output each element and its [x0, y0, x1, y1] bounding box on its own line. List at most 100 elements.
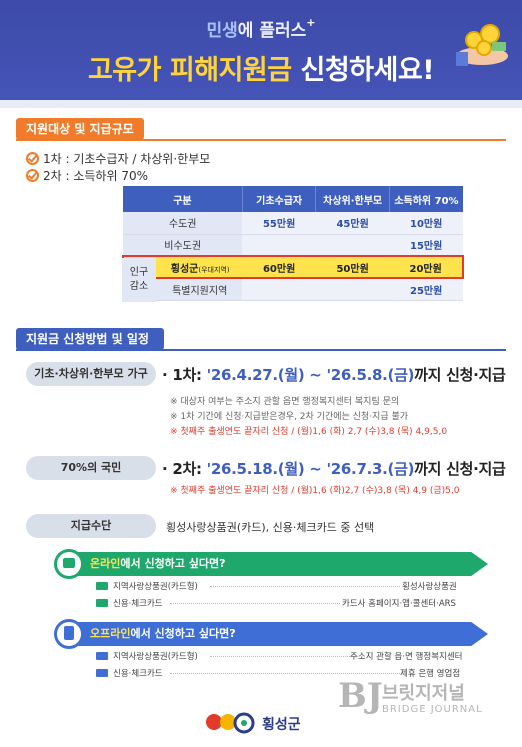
- watermark-korean: 브릿지저널: [382, 683, 465, 704]
- dotted-divider: [210, 586, 400, 587]
- hoengseong-logo: 횡성군: [204, 710, 314, 736]
- footer-logo-text: 횡성군: [262, 717, 301, 733]
- monitor-icon: [54, 549, 84, 579]
- table-cell: [315, 234, 390, 257]
- note-3: ※ 첫째주 출생연도 끝자리 신청 / (월)1,6 (화) 2,7 (수)3,…: [170, 427, 448, 437]
- offline-banner-highlight: 오프라인: [90, 627, 131, 640]
- check-circle-icon: [26, 169, 39, 182]
- offline-row-1-left-text: 지역사랑상품권(카드형): [113, 652, 198, 662]
- header-title: 고유가 피해지원금 신청하세요!: [0, 48, 522, 87]
- table-cell: 55만원: [242, 212, 316, 235]
- table-cell: [315, 278, 390, 301]
- header-subtitle: 민생에 플러스+: [0, 16, 522, 41]
- card-icon: [96, 652, 108, 660]
- bridge-journal-watermark: BJ 브릿지저널 BRIDGE JOURNAL: [338, 676, 508, 726]
- payment-method-pill: 지급수단: [26, 514, 156, 538]
- second-round-pill: 70%의 국민: [26, 456, 156, 480]
- offline-row-2-left-text: 신용·체크카드: [113, 669, 163, 679]
- table-cell: [242, 278, 316, 301]
- building-icon: [54, 619, 84, 649]
- dotted-divider: [210, 656, 350, 657]
- first-round-suffix: 까지 신청·지급: [414, 366, 506, 384]
- table-header: 기초수급자: [242, 186, 317, 212]
- offline-banner: 오프라인에서 신청하고 싶다면?: [70, 622, 488, 646]
- population-decline-label: 인구 감소: [122, 258, 156, 302]
- offline-row-2-right: 제휴 은행 영업점: [400, 669, 461, 679]
- support-amount-table: 구분 기초수급자 차상위·한부모 소득하위 70% 수도권 55만원 45만원 …: [121, 186, 464, 301]
- header-sub-rest: 에 플러스: [237, 21, 307, 41]
- dotted-divider: [170, 673, 400, 674]
- header-band: [0, 100, 522, 108]
- eligibility-line-1-text: 1차 : 기초수급자 / 차상위·한부모: [43, 152, 211, 166]
- card-icon: [96, 669, 108, 677]
- online-row-1-right: 횡성사랑상품권: [402, 582, 457, 592]
- first-round-pill: 기초·차상위·한부모 가구: [26, 362, 156, 386]
- note-1: ※ 대상자 여부는 주소지 관할 읍면 행정복지센터 복지팀 문의: [170, 397, 400, 407]
- online-row-1-left-text: 지역사랑상품권(카드형): [113, 582, 198, 592]
- online-row-2-right: 카드사 홈페이지·앱·콜센터·ARS: [342, 599, 456, 609]
- online-row-1-left: 지역사랑상품권(카드형): [96, 580, 198, 592]
- card-icon: [96, 582, 108, 590]
- table-cell-label-sub: (우대지역): [198, 265, 230, 274]
- header-sub-accent: 민생: [206, 21, 238, 41]
- section1-divider: [16, 139, 506, 141]
- second-round-schedule: · 2차: '26.5.18.(월) ~ '26.7.3.(금)까지 신청·지급: [162, 458, 506, 479]
- table-cell: 45만원: [315, 212, 390, 235]
- first-round-prefix: · 1차:: [162, 366, 207, 384]
- second-round-suffix: 까지 신청·지급: [414, 460, 506, 478]
- eligibility-line-1: 1차 : 기초수급자 / 차상위·한부모: [26, 150, 210, 167]
- second-round-prefix: · 2차:: [162, 460, 207, 478]
- table-row: 특별지원지역 25만원: [123, 278, 463, 301]
- eligibility-line-2: 2차 : 소득하위 70%: [26, 167, 148, 184]
- table-row: 수도권 55만원 45만원 10만원: [123, 212, 463, 235]
- check-circle-icon: [26, 152, 39, 165]
- first-round-schedule: · 1차: '26.4.27.(월) ~ '26.5.8.(금)까지 신청·지급: [162, 364, 506, 385]
- section1-tag: 지원대상 및 지급규모: [16, 118, 144, 140]
- table-cell: [242, 234, 316, 257]
- note-2: ※ 1차 기간에 신청·지급받은경우, 2차 기간에는 신청·지급 불가: [170, 412, 409, 422]
- online-row-2-left: 신용·체크카드: [96, 597, 163, 609]
- table-header-row: 구분 기초수급자 차상위·한부모 소득하위 70%: [123, 186, 463, 212]
- payment-method-text: 횡성사랑상품권(카드), 신용·체크카드 중 선택: [166, 521, 375, 534]
- header-banner: 민생에 플러스+ 고유가 피해지원금 신청하세요!: [0, 0, 522, 100]
- online-banner-rest: 에서 신청하고 싶다면?: [120, 557, 226, 570]
- section2-tag: 지원금 신청방법 및 일정: [16, 328, 164, 350]
- coin-hand-icon: [456, 24, 508, 66]
- county-emblem-icon: [206, 712, 255, 734]
- table-row: 비수도권 15만원: [123, 234, 463, 257]
- table-cell-label: 수도권: [123, 212, 243, 235]
- online-banner: 온라인에서 신청하고 싶다면?: [70, 552, 488, 576]
- header-title-highlight: 고유가 피해지원금: [87, 55, 292, 86]
- second-round-dates: '26.5.18.(월) ~ '26.7.3.(금): [206, 460, 415, 478]
- table-cell-label-main: 횡성군: [170, 263, 199, 275]
- table-cell: 60만원: [242, 255, 316, 279]
- table-cell: 10만원: [389, 212, 463, 235]
- first-round-dates: '26.4.27.(월) ~ '26.5.8.(금): [206, 366, 415, 384]
- table-cell: 50만원: [315, 255, 390, 279]
- section2-divider: [16, 349, 506, 351]
- table-header: 소득하위 70%: [389, 186, 463, 212]
- table-row-highlight: 횡성군(우대지역) 60만원 50만원 20만원: [121, 255, 464, 279]
- watermark-mark: BJ: [338, 676, 383, 716]
- dotted-divider: [170, 603, 340, 604]
- monitor-icon-screen: [63, 558, 75, 568]
- header-title-rest: 신청하세요!: [291, 55, 435, 86]
- building-icon-body: [64, 626, 74, 640]
- offline-banner-rest: 에서 신청하고 싶다면?: [130, 627, 236, 640]
- offline-row-1-right: 주소지 관할 읍·면 행정복지센터: [350, 652, 463, 662]
- side-label-line-1: 인구: [129, 267, 149, 278]
- table-cell: 20만원: [389, 255, 464, 279]
- table-cell: 25만원: [389, 278, 463, 301]
- table-header: 구분: [123, 186, 243, 212]
- table-cell-label: 비수도권: [123, 234, 243, 257]
- offline-row-2-left: 신용·체크카드: [96, 667, 163, 679]
- side-label-line-2: 감소: [129, 281, 149, 292]
- watermark-english: BRIDGE JOURNAL: [382, 704, 483, 715]
- note-4: ※ 첫째주 출생연도 끝자리 신청 / (월)1,6 (화)2,7 (수)3,8…: [170, 486, 460, 496]
- offline-row-1-left: 지역사랑상품권(카드형): [96, 650, 198, 662]
- online-banner-highlight: 온라인: [90, 557, 121, 570]
- header-sub-star: +: [306, 16, 316, 29]
- eligibility-line-2-text: 2차 : 소득하위 70%: [43, 169, 148, 183]
- table-cell: 15만원: [389, 234, 463, 257]
- card-icon: [96, 599, 108, 607]
